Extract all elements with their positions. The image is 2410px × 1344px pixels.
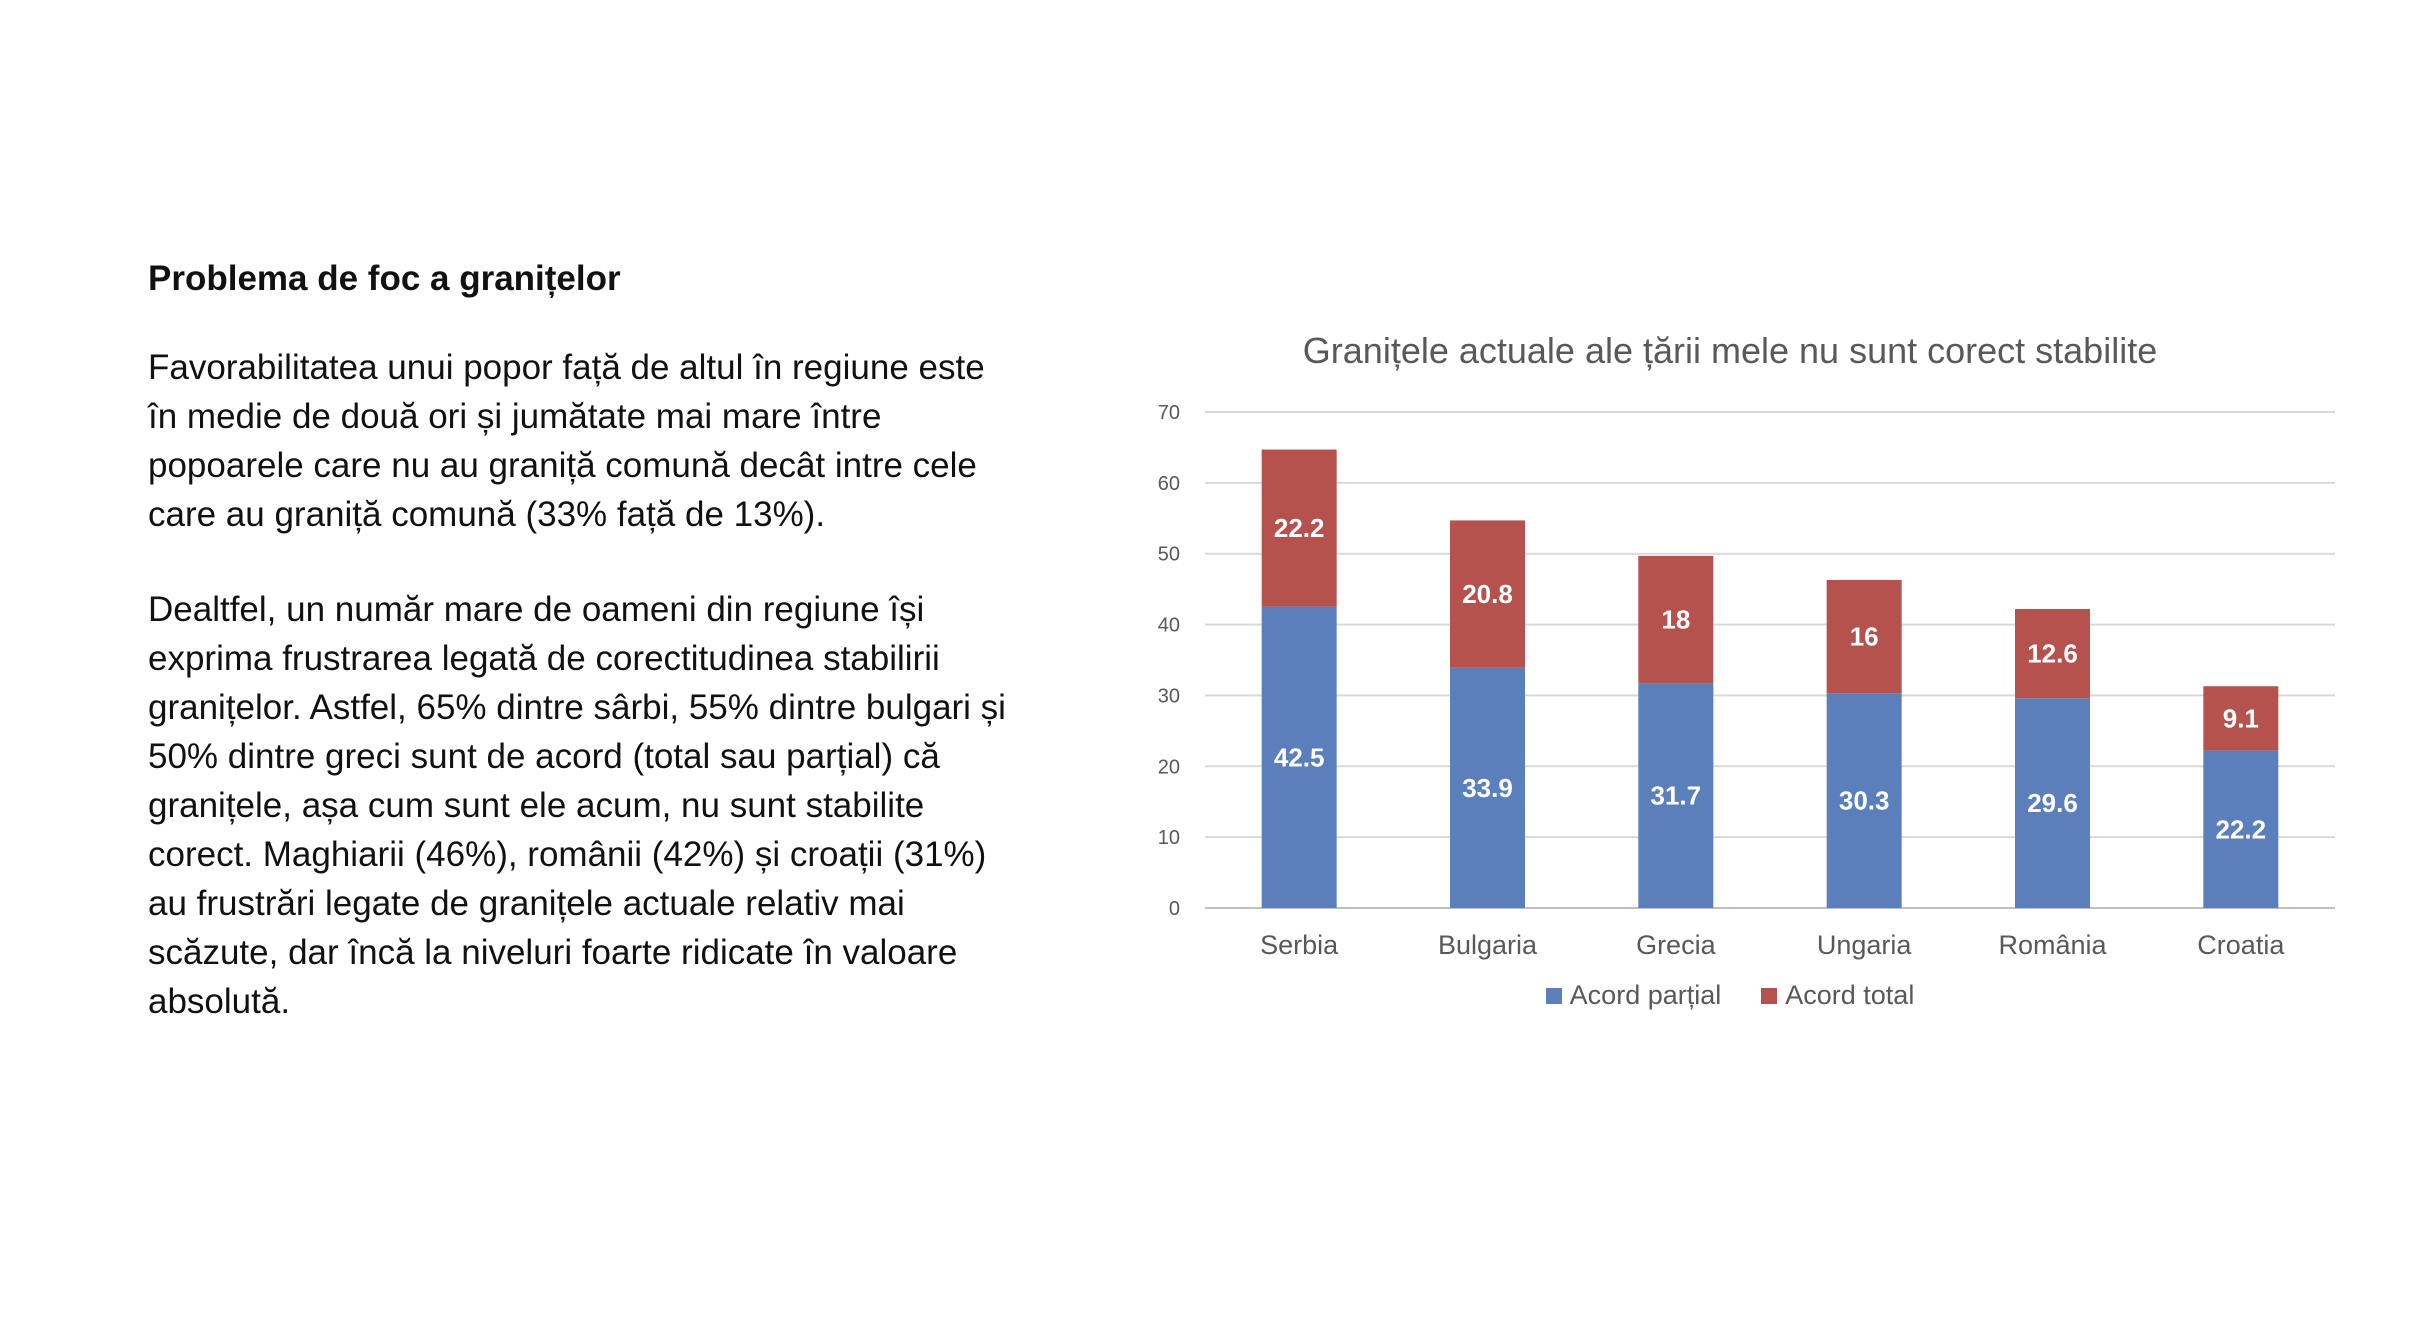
x-tick-label: România xyxy=(1998,930,2107,960)
slide-heading: Problema de foc a granițelor xyxy=(148,259,621,298)
legend-swatch-series-1 xyxy=(1761,987,1778,1004)
y-tick-label: 60 xyxy=(1158,473,1180,495)
bar-croatia-series-1 xyxy=(2203,686,2279,751)
bar-ungaria-series-0 xyxy=(1826,693,1902,908)
data-label: 31.7 xyxy=(1651,781,1702,811)
data-label: 30.3 xyxy=(1839,786,1890,816)
y-tick-label: 50 xyxy=(1158,544,1180,566)
y-tick-label: 20 xyxy=(1158,756,1180,778)
bar-românia-series-1 xyxy=(2015,608,2090,699)
bar-grecia-series-0 xyxy=(1638,683,1714,908)
legend-item-series-0: Acord parțial xyxy=(1545,980,1722,1011)
chart-title: Granițele actuale ale țării mele nu sunt… xyxy=(1302,330,2158,371)
chart: Granițele actuale ale țării mele nu sunt… xyxy=(1120,320,2340,1040)
data-label: 42.5 xyxy=(1274,742,1325,772)
text-block: Problema de foc a granițelor Favorabilit… xyxy=(148,254,1018,1072)
legend-swatch-series-0 xyxy=(1545,987,1562,1004)
bar-serbia-series-0 xyxy=(1261,606,1337,908)
legend-item-series-1: Acord total xyxy=(1761,980,1914,1011)
x-tick-label: Ungaria xyxy=(1817,930,1913,960)
bar-bulgaria-series-1 xyxy=(1450,520,1525,668)
data-label: 22.2 xyxy=(2216,814,2267,844)
y-tick-label: 30 xyxy=(1158,685,1180,707)
chart-legend: Acord parțial Acord total xyxy=(1120,980,2340,1011)
x-tick-label: Serbia xyxy=(1260,930,1339,960)
legend-label-series-1: Acord total xyxy=(1785,980,1915,1010)
bar-ungaria-series-1 xyxy=(1826,579,1902,694)
x-tick-label: Grecia xyxy=(1636,930,1717,960)
y-tick-label: 0 xyxy=(1169,898,1180,920)
data-label: 29.6 xyxy=(2027,788,2078,818)
data-label: 20.8 xyxy=(1462,579,1513,609)
y-tick-label: 70 xyxy=(1158,402,1180,424)
data-label: 22.2 xyxy=(1274,513,1325,543)
data-label: 18 xyxy=(1661,605,1690,635)
data-label: 33.9 xyxy=(1462,773,1513,803)
data-label: 16 xyxy=(1850,622,1879,652)
chart-plot-area: 0 10 20 30 40 50 60 70 42.5 22.2 Serbia 33.9 20.8 Bul… xyxy=(1158,402,2335,960)
bar-bulgaria-series-0 xyxy=(1450,667,1525,908)
y-tick-label: 40 xyxy=(1158,615,1180,637)
x-tick-label: Croatia xyxy=(2197,930,2285,960)
data-label: 12.6 xyxy=(2027,639,2078,669)
bar-serbia-series-1 xyxy=(1261,449,1337,607)
data-label: 9.1 xyxy=(2223,703,2259,733)
y-tick-label: 10 xyxy=(1158,827,1180,849)
bar-croatia-series-0 xyxy=(2203,750,2279,908)
bar-grecia-series-1 xyxy=(1638,555,1714,684)
x-tick-label: Bulgaria xyxy=(1438,930,1538,960)
paragraph-2: Dealtfel, un număr mare de oameni din re… xyxy=(148,590,1006,1021)
legend-label-series-0: Acord parțial xyxy=(1569,980,1722,1010)
bar-românia-series-0 xyxy=(2015,698,2090,908)
paragraph-1: Favorabilitatea unui popor față de altul… xyxy=(148,348,985,534)
